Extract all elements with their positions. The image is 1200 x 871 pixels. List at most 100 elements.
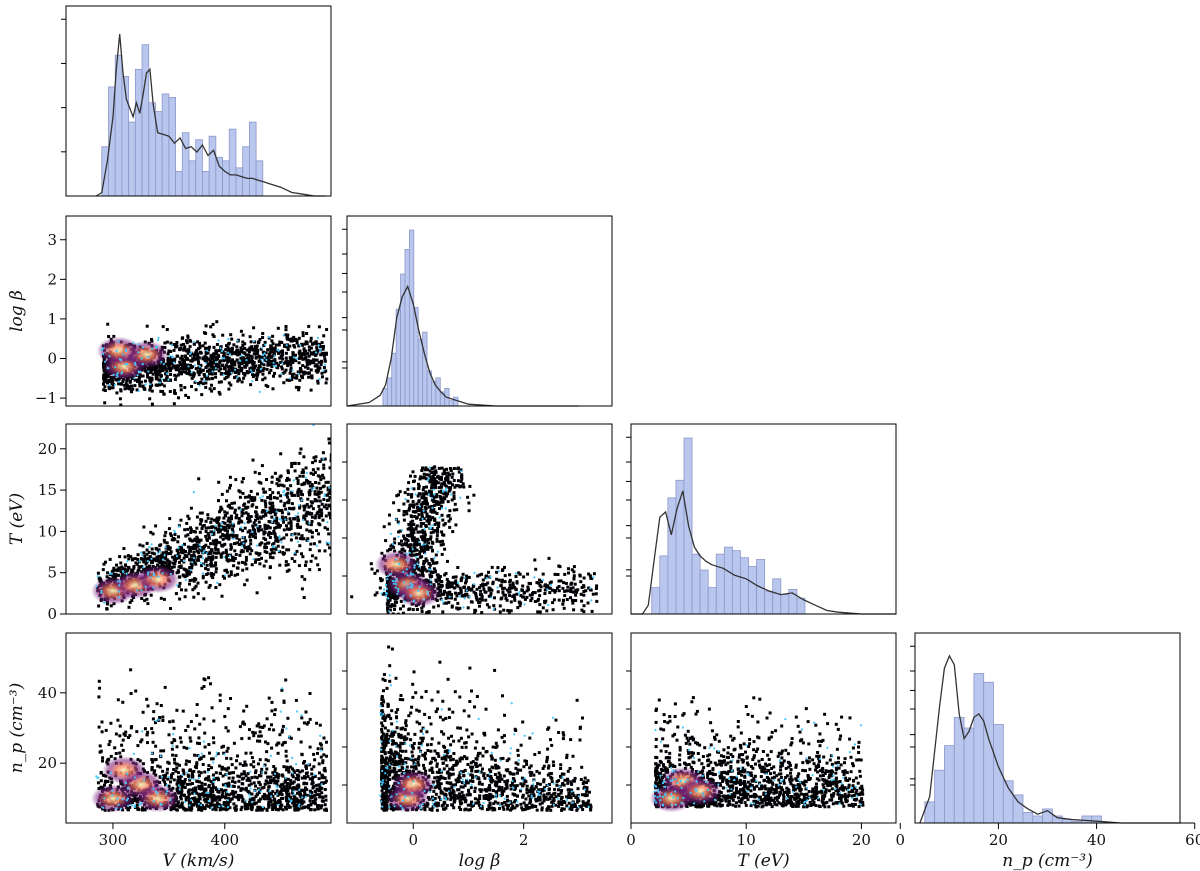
hist-bar <box>255 160 264 197</box>
hist-bar <box>404 249 410 407</box>
hist-bar <box>707 587 717 615</box>
hist-bar <box>691 553 701 615</box>
y-tick-label: 5 <box>47 564 57 582</box>
panel-frame <box>914 632 1181 824</box>
y-tick-label: 20 <box>38 440 57 458</box>
marginal-panel-logbeta <box>342 215 613 407</box>
hist-bar <box>395 308 401 407</box>
density-core-2 <box>135 565 180 594</box>
hist-bar <box>168 97 176 197</box>
hist-bar <box>391 352 397 407</box>
x-tick-label: 20 <box>852 831 871 849</box>
hist-bar <box>235 167 244 197</box>
density-core-2 <box>96 336 141 365</box>
x-tick-label: 20 <box>989 831 1008 849</box>
hist-bar <box>723 546 733 615</box>
marginal-panel-V <box>61 5 332 197</box>
hist-bar <box>188 160 197 197</box>
hist-bar <box>731 550 741 615</box>
y-tick-label: −1 <box>35 389 57 407</box>
hist-bar <box>448 400 454 407</box>
panel-frame <box>346 632 613 824</box>
x-tick-label: 60 <box>1185 831 1200 849</box>
x-tick-label: 400 <box>210 831 239 849</box>
hist-bar <box>208 135 217 197</box>
hist-bar <box>453 396 459 407</box>
hist-bar <box>242 146 250 197</box>
kde-line <box>346 284 579 407</box>
hist-bar <box>175 170 183 197</box>
marginal-panel-np <box>910 632 1195 824</box>
panel-frame <box>65 5 332 197</box>
panel-frame <box>346 215 613 407</box>
hist-bar <box>222 160 230 197</box>
density-core-2 <box>678 777 723 806</box>
x-axis-label-V: V (km/s) <box>163 851 235 871</box>
hist-bar <box>417 338 424 407</box>
x-tick-label: 0 <box>408 831 418 849</box>
hist-bar <box>1032 815 1043 824</box>
hist-bar <box>215 156 223 197</box>
hist-bar <box>715 553 725 615</box>
density-panel-V-logbeta <box>65 215 332 407</box>
x-tick-label: 10 <box>737 831 756 849</box>
kde-line <box>631 490 896 615</box>
hist-bar <box>435 377 441 407</box>
hist-bar <box>228 128 237 197</box>
x-axis-label-logbeta: log β <box>459 851 501 871</box>
y-tick-label: 0 <box>47 350 57 368</box>
x-tick-label: 40 <box>1087 831 1106 849</box>
density-panel-V-np <box>65 632 332 824</box>
hist-bar <box>740 557 749 615</box>
hist-bar <box>1081 815 1093 824</box>
y-tick-label: 40 <box>38 684 57 702</box>
panel-frame <box>346 423 613 615</box>
hist-bar <box>1012 794 1024 824</box>
hist-bar <box>161 93 170 197</box>
y-tick-label: 10 <box>38 522 57 540</box>
x-axis-label-T: T (eV) <box>737 851 789 871</box>
y-tick-label: 0 <box>47 605 57 623</box>
hist-bar <box>141 44 150 197</box>
hist-bar <box>1022 812 1034 824</box>
y-tick-label: 3 <box>47 231 57 249</box>
density-core-3 <box>102 756 147 785</box>
hist-bar <box>944 745 955 824</box>
hist-bar <box>699 569 709 615</box>
hist-bar <box>1061 819 1073 824</box>
hist-bar <box>973 673 985 824</box>
panel-frame <box>65 423 332 615</box>
density-core-2 <box>135 784 180 813</box>
density-core-1 <box>391 770 436 799</box>
hist-bar <box>408 229 415 407</box>
x-tick-label: 300 <box>99 831 128 849</box>
hist-bar <box>748 566 757 615</box>
panel-frame <box>630 632 897 824</box>
y-axis-label-T: T (eV) <box>7 493 27 545</box>
y-tick-label: 15 <box>38 481 57 499</box>
hist-bar <box>128 121 136 197</box>
x-tick-label: 2 <box>519 831 529 849</box>
hist-bar <box>181 132 190 197</box>
hist-bar <box>764 590 774 615</box>
hist-bar <box>386 377 393 407</box>
hist-bar <box>134 68 143 197</box>
hist-bar <box>382 388 388 407</box>
x-tick-label: 0 <box>626 831 636 849</box>
y-tick-label: 2 <box>47 270 57 288</box>
hist-bar <box>651 587 661 615</box>
hist-bar <box>422 331 428 407</box>
hist-bar <box>780 594 790 615</box>
kde-line <box>919 654 1195 824</box>
hist-bar <box>248 121 257 197</box>
density-panel-logbeta-T <box>346 423 613 615</box>
density-panel-logbeta-np <box>346 632 613 824</box>
hist-bar <box>148 102 156 197</box>
panel-frame <box>65 632 332 824</box>
y-axis-label-logbeta: log β <box>7 290 27 332</box>
hist-bar <box>772 578 782 615</box>
x-axis-label-np: n_p (cm⁻³) <box>1002 851 1092 871</box>
y-axis-label-np: n_p (cm⁻³) <box>7 683 27 773</box>
density-core-2 <box>396 579 441 608</box>
